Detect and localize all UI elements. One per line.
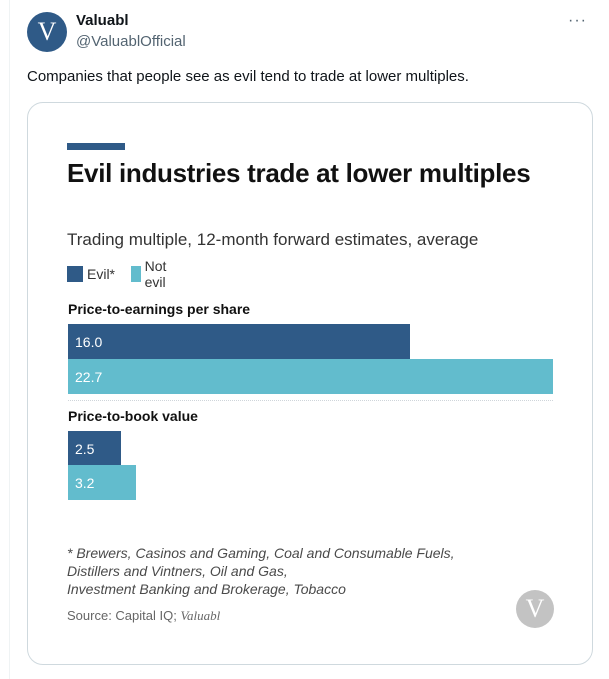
legend-item-evil: Evil* — [67, 264, 115, 284]
legend-item-not-evil: Not evil — [131, 258, 173, 290]
user-handle[interactable]: @ValuablOfficial — [76, 33, 186, 50]
chart-source: Source: Capital IQ; Valuabl — [67, 608, 220, 624]
tweet-header: V Valuabl @ValuablOfficial ··· — [27, 12, 597, 56]
footnote-line: * Brewers, Casinos and Gaming, Coal and … — [67, 545, 455, 561]
legend-label-not-evil: Not evil — [144, 258, 167, 290]
group-divider — [68, 400, 553, 401]
legend-swatch-evil — [67, 266, 83, 282]
valuabl-logo-watermark: V — [516, 590, 554, 628]
footnote-line: Investment Banking and Brokerage, Tobacc… — [67, 581, 346, 597]
bar-label-pb-not-evil: 3.2 — [75, 474, 95, 491]
chart-title: Evil industries trade at lower multiples — [67, 158, 531, 188]
source-brand: Valuabl — [180, 608, 221, 623]
legend-label-evil: Evil* — [87, 266, 116, 282]
chart-image-card[interactable]: Evil industries trade at lower multiples… — [27, 102, 593, 665]
chart-subtitle: Trading multiple, 12-month forward estim… — [67, 230, 479, 249]
source-prefix: Source: Capital IQ; — [67, 608, 177, 623]
timeline-border — [9, 0, 10, 679]
chart-footnote: * Brewers, Casinos and Gaming, Coal and … — [67, 544, 455, 598]
category-label-pe: Price-to-earnings per share — [68, 301, 251, 317]
more-options-icon[interactable]: ··· — [568, 12, 587, 29]
tweet-text: Companies that people see as evil tend t… — [27, 68, 469, 85]
bar-pb-not-evil: 3.2 — [68, 465, 136, 500]
bar-pe-not-evil: 22.7 — [68, 359, 553, 394]
chart-accent-bar — [67, 143, 125, 150]
bar-pe-evil: 16.0 — [68, 324, 410, 359]
bar-pb-evil: 2.5 — [68, 431, 121, 466]
avatar[interactable]: V — [27, 12, 67, 52]
bar-label-pe-not-evil: 22.7 — [75, 368, 103, 385]
legend-swatch-not-evil — [131, 266, 141, 282]
category-label-pb: Price-to-book value — [68, 408, 198, 424]
bar-label-pb-evil: 2.5 — [75, 440, 95, 457]
footnote-line: Distillers and Vintners, Oil and Gas, — [67, 563, 288, 579]
display-name[interactable]: Valuabl — [76, 12, 129, 29]
bar-label-pe-evil: 16.0 — [75, 333, 103, 350]
